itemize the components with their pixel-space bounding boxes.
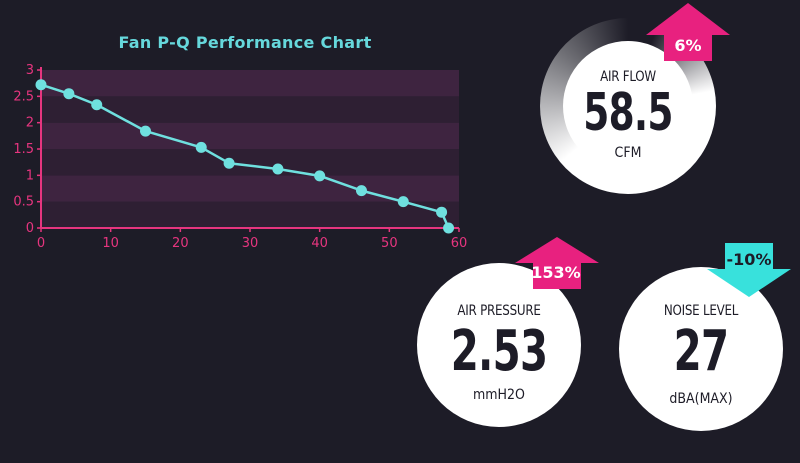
air-flow-change: 6% — [674, 36, 702, 55]
grid-band — [41, 122, 459, 149]
y-tick-label: 1 — [26, 168, 34, 183]
data-point — [223, 157, 235, 169]
pq-chart: 00.511.522.530 10 20 30 40 50 60 — [13, 63, 468, 251]
air-pressure-change: 153% — [531, 263, 581, 282]
chart-title: Fan P-Q Performance Chart — [118, 33, 372, 52]
y-tick-label: 0 — [26, 221, 34, 236]
air-pressure-value: 2.53 — [450, 319, 548, 384]
grid-band — [41, 149, 459, 176]
x-tick-label: 0 — [37, 236, 45, 251]
air-flow-unit: CFM — [614, 145, 642, 161]
noise-level-label: NOISE LEVEL — [663, 303, 739, 319]
x-tick-label: 10 — [102, 236, 119, 251]
air-flow-gauge: AIR FLOW 58.5 CFM 6% — [535, 3, 730, 220]
grid-band — [41, 70, 459, 97]
data-point — [35, 79, 47, 91]
data-point — [397, 196, 409, 208]
x-tick-label: 50 — [381, 236, 398, 251]
x-tick-label: 60 — [451, 236, 468, 251]
data-point — [436, 206, 448, 218]
air-pressure-up-arrow-icon — [515, 237, 599, 289]
grid-band — [41, 201, 459, 228]
x-tick-label: 30 — [242, 236, 259, 251]
data-point — [443, 222, 455, 234]
y-tick-label: 1.5 — [13, 142, 34, 157]
air-pressure-disc: AIR PRESSURE 2.53 mmH2O — [417, 263, 581, 427]
grid-band — [41, 175, 459, 202]
y-tick-label: 2.5 — [13, 89, 34, 104]
x-tick-label: 20 — [172, 236, 189, 251]
air-flow-label: AIR FLOW — [600, 69, 656, 85]
data-point — [91, 99, 103, 111]
y-tick-label: 2 — [26, 116, 34, 131]
data-point — [355, 185, 367, 197]
y-tick-label: 3 — [26, 63, 34, 78]
air-flow-up-arrow-icon — [646, 3, 730, 61]
air-pressure-label: AIR PRESSURE — [457, 303, 541, 319]
data-point — [63, 88, 75, 100]
data-point — [140, 125, 151, 137]
noise-level-disc: NOISE LEVEL 27 dBA(MAX) — [619, 267, 783, 431]
data-point — [195, 141, 207, 153]
air-pressure-unit: mmH2O — [473, 387, 525, 403]
grid-band — [41, 96, 459, 123]
noise-level-value: 27 — [673, 319, 729, 384]
noise-level-unit: dBA(MAX) — [669, 391, 733, 407]
x-tick-label: 40 — [311, 236, 328, 251]
data-point — [314, 170, 326, 182]
noise-level-change: -10% — [726, 250, 772, 269]
air-pressure-gauge: AIR PRESSURE 2.53 mmH2O 153% — [410, 235, 600, 455]
air-flow-disc: AIR FLOW 58.5 CFM — [563, 41, 693, 171]
noise-level-down-arrow-icon — [707, 243, 791, 297]
noise-level-gauge: NOISE LEVEL 27 dBA(MAX) -10% — [605, 235, 800, 455]
y-tick-label: 0.5 — [13, 195, 34, 210]
air-flow-value: 58.5 — [583, 83, 673, 143]
data-point — [272, 163, 284, 175]
